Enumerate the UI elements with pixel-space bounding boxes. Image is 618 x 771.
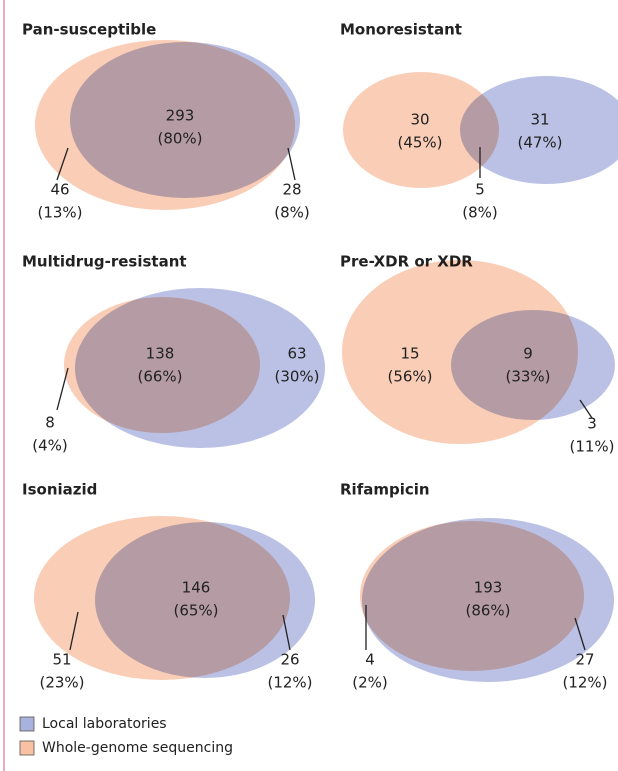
region-percent: (66%) [137, 368, 182, 386]
legend-swatch [19, 716, 35, 732]
leader-line [287, 147, 296, 181]
region-count: 146 [182, 579, 211, 597]
region-count: 31 [530, 111, 549, 129]
region-count: 30 [410, 111, 429, 129]
region-percent: (65%) [173, 602, 218, 620]
region-count: 46 [50, 181, 69, 199]
region-count: 5 [475, 181, 485, 199]
panel-title: Isoniazid [22, 481, 97, 499]
panel-title: Rifampicin [340, 481, 430, 499]
region-count: 4 [365, 651, 375, 669]
region-percent: (47%) [517, 134, 562, 152]
wgs-set [64, 297, 260, 433]
region-percent: (13%) [37, 204, 82, 222]
region-percent: (12%) [562, 674, 607, 692]
leader-line [579, 399, 593, 419]
leader-line [56, 147, 69, 181]
local-set [460, 76, 618, 184]
region-percent: (8%) [274, 204, 310, 222]
region-percent: (23%) [39, 674, 84, 692]
region-percent: (2%) [352, 674, 388, 692]
region-count: 9 [523, 345, 533, 363]
region-percent: (4%) [32, 437, 68, 455]
panel-title: Monoresistant [340, 21, 462, 39]
region-count: 3 [587, 415, 597, 433]
region-percent: (8%) [462, 204, 498, 222]
region-percent: (12%) [267, 674, 312, 692]
leader-line [56, 367, 69, 411]
wgs-set [360, 521, 584, 671]
local-set [451, 310, 615, 420]
panel-title: Multidrug-resistant [22, 253, 187, 271]
region-count: 293 [166, 107, 195, 125]
leader-line [574, 617, 586, 651]
region-count: 28 [282, 181, 301, 199]
region-percent: (30%) [274, 368, 319, 386]
region-count: 15 [400, 345, 419, 363]
leader-line [69, 611, 79, 651]
region-count: 27 [575, 651, 594, 669]
region-count: 26 [280, 651, 299, 669]
local-set [70, 42, 300, 198]
region-count: 63 [287, 345, 306, 363]
leader-line [282, 614, 291, 651]
region-percent: (33%) [505, 368, 550, 386]
region-percent: (86%) [465, 602, 510, 620]
local-set [95, 522, 315, 678]
legend-label: Local laboratories [42, 716, 167, 732]
region-percent: (80%) [157, 130, 202, 148]
region-count: 193 [474, 579, 503, 597]
region-percent: (56%) [387, 368, 432, 386]
wgs-set [343, 72, 499, 188]
panel-title: Pan-susceptible [22, 21, 156, 39]
region-count: 8 [45, 414, 55, 432]
legend-swatch [19, 740, 35, 756]
region-percent: (11%) [569, 438, 614, 456]
region-percent: (45%) [397, 134, 442, 152]
region-count: 51 [52, 651, 71, 669]
region-count: 138 [146, 345, 175, 363]
legend-label: Whole-genome sequencing [42, 740, 233, 756]
